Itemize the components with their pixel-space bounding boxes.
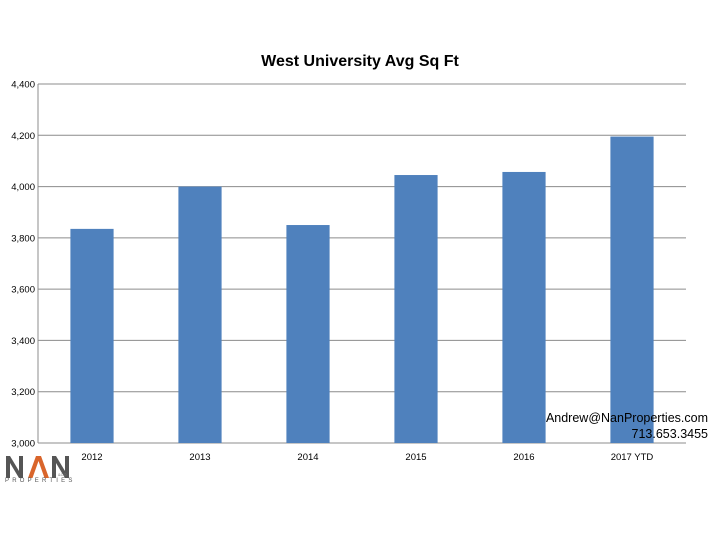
y-tick-label: 4,000 (11, 182, 35, 193)
x-axis-ticks: 2012 2013 2014 2015 2016 2017 YTD (81, 452, 653, 463)
bars (70, 136, 654, 444)
bar (178, 186, 222, 444)
y-tick-label: 3,600 (11, 285, 35, 296)
contact-block: Andrew@NanProperties.com 713.653.3455 (546, 410, 708, 442)
x-tick-label: 2012 (81, 452, 102, 463)
x-tick-label: 2016 (513, 452, 534, 463)
gridlines (38, 83, 686, 444)
y-tick-label: 4,200 (11, 131, 35, 142)
bar (502, 171, 546, 443)
bar (286, 225, 330, 443)
x-tick-label: 2017 YTD (611, 452, 654, 463)
x-tick-label: 2014 (297, 452, 318, 463)
bar (610, 136, 654, 443)
bar (394, 175, 438, 443)
x-tick-label: 2015 (405, 452, 426, 463)
chart-title: West University Avg Sq Ft (261, 53, 459, 70)
contact-email: Andrew@NanProperties.com (545, 411, 708, 425)
bar (70, 228, 114, 443)
logo-amp: &CO (58, 472, 67, 477)
y-tick-label: 3,200 (11, 387, 35, 398)
x-tick-label: 2013 (189, 452, 210, 463)
nan-logo: &CO (6, 456, 69, 478)
y-tick-label: 3,000 (11, 439, 35, 450)
y-tick-label: 3,800 (11, 233, 35, 244)
y-axis-ticks: 3,000 3,200 3,400 3,600 3,800 4,000 4,200 4,400 (11, 80, 35, 450)
logo-subtext: PROPERTIES (5, 478, 76, 484)
y-tick-label: 3,400 (11, 336, 35, 347)
contact-phone: 713.653.3455 (631, 427, 708, 441)
y-tick-label: 4,400 (11, 80, 35, 91)
